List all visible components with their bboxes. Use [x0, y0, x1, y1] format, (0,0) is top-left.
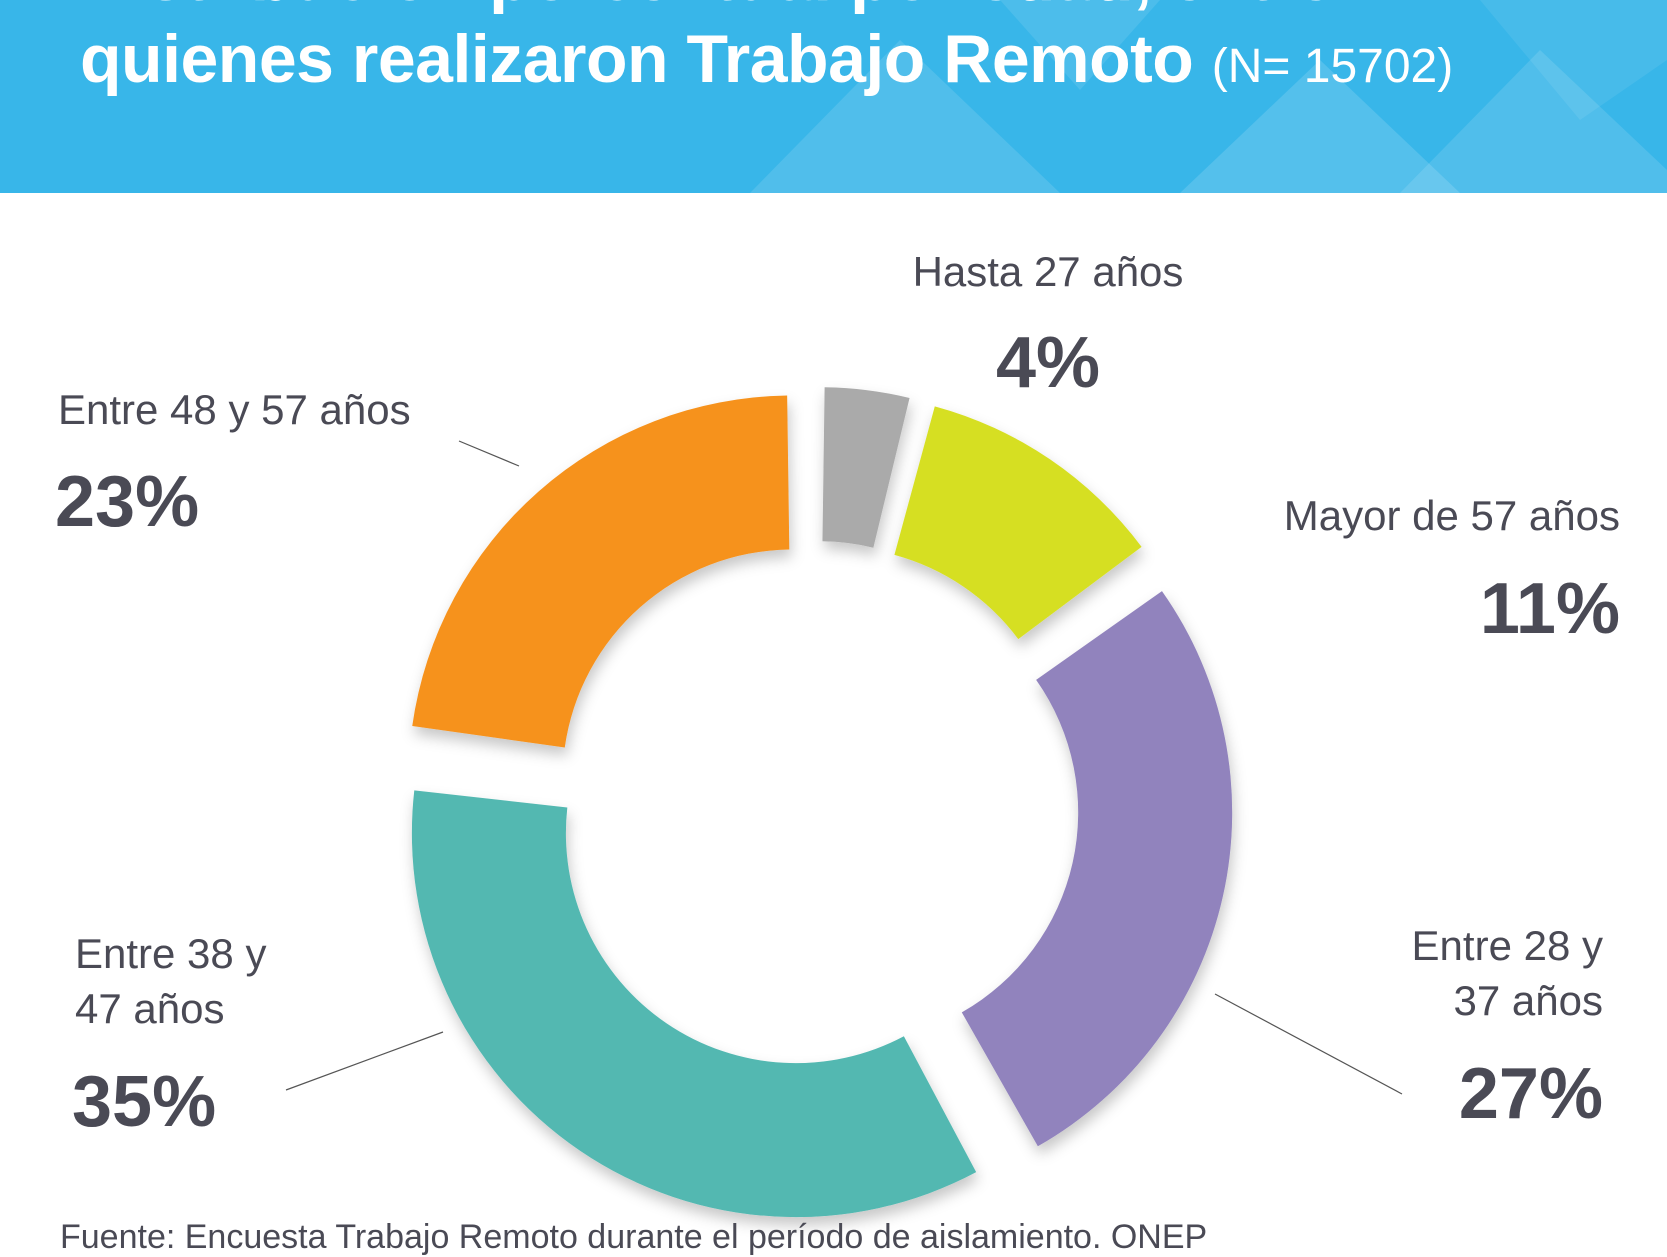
sample-size: (N= 15702) [1211, 40, 1454, 93]
donut-slice-5 [412, 395, 790, 748]
label-38-47-line1: Entre 38 y [75, 930, 266, 977]
header-decoration [750, 0, 1667, 193]
header-banner: Distribución porcentual por edad, entre … [0, 0, 1667, 193]
pct-mayor-57: 11% [1480, 569, 1620, 649]
title-line-2: quienes realizaron Trabajo Remoto [80, 21, 1194, 97]
donut-slice-2 [894, 406, 1142, 640]
title-line-1: Distribución porcentual por edad, entre [80, 0, 1334, 15]
pct-48-57: 23% [55, 462, 199, 542]
label-28-37-line2: 37 años [1454, 977, 1603, 1024]
label-mayor-57: Mayor de 57 años [1284, 492, 1620, 539]
pct-38-47: 35% [72, 1062, 216, 1142]
leader-line-28-37 [1214, 993, 1403, 1095]
label-28-37-line1: Entre 28 y [1412, 922, 1603, 969]
pct-hasta-27: 4% [996, 323, 1100, 403]
donut-slices [411, 387, 1233, 1218]
donut-slice-3 [961, 591, 1233, 1147]
leader-line-38-47 [285, 1031, 444, 1091]
pct-28-37: 27% [1459, 1054, 1603, 1134]
leader-line-48-57 [458, 440, 520, 467]
label-hasta-27: Hasta 27 años [913, 248, 1184, 295]
donut-slice-4 [411, 790, 977, 1218]
label-38-47-line2: 47 años [75, 985, 224, 1032]
donut-slice-1 [822, 387, 910, 548]
source-note: Fuente: Encuesta Trabajo Remoto durante … [60, 1218, 1208, 1256]
page-title: Distribución porcentual por edad, entre … [80, 0, 1453, 108]
label-48-57: Entre 48 y 57 años [58, 386, 411, 433]
